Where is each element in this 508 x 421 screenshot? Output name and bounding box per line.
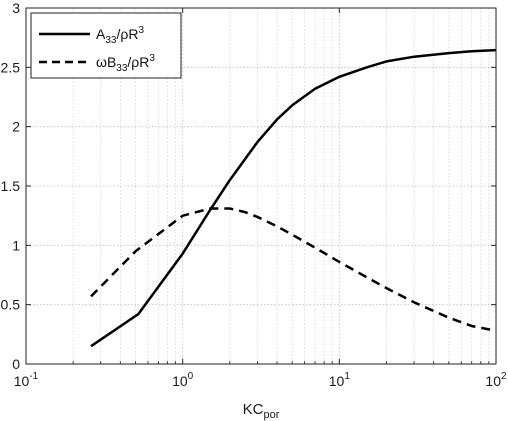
ticks [25, 7, 497, 365]
legend-entry-a33-symbol: A [96, 26, 106, 42]
y-tick-label: 1 [12, 237, 20, 253]
x-tick-label-exponent: -1 [29, 371, 38, 382]
x-tick-label-exponent: 0 [188, 371, 194, 382]
legend-entry-b33-prefix: ω [96, 54, 107, 70]
x-tick-label: 100 [172, 371, 194, 389]
legend-entry-a33: A33/ρR3 [96, 25, 144, 46]
legend-entry-a33-sub: 33 [105, 35, 117, 46]
legend-entry-a33-mid: /ρR [116, 26, 138, 42]
legend: A33/ρR3 ωB33/ρR3 [30, 12, 182, 79]
legend-entry-b33: ωB33/ρR3 [96, 53, 155, 74]
legend-entry-b33-sup: 3 [149, 53, 155, 64]
series-layer [90, 48, 497, 348]
legend-box [30, 12, 182, 79]
series-line-b33 [90, 207, 497, 333]
y-tick-label: 1.5 [1, 178, 21, 194]
x-tick-label: 102 [485, 371, 507, 389]
series-line-a33 [90, 48, 497, 348]
y-tick-label: 0.5 [1, 297, 21, 313]
x-tick-label-base: 10 [172, 373, 188, 389]
y-tick-label: 2 [12, 119, 20, 135]
y-tick-label: 3 [12, 0, 20, 16]
x-tick-label-base: 10 [14, 373, 30, 389]
x-tick-label-base: 10 [329, 373, 345, 389]
legend-entry-b33-symbol: B [107, 54, 116, 70]
y-tick-label: 2.5 [1, 59, 21, 75]
x-axis-label-subscript: por [263, 409, 279, 421]
legend-entry-a33-sup: 3 [138, 25, 144, 36]
legend-entry-b33-sub: 33 [116, 63, 128, 74]
x-tick-label: 10-1 [14, 371, 39, 389]
x-tick-label-exponent: 2 [501, 371, 507, 382]
x-axis-label-base: KC [243, 401, 264, 418]
x-tick-label-base: 10 [485, 373, 501, 389]
legend-entry-b33-mid: /ρR [127, 54, 149, 70]
x-tick-label: 101 [329, 371, 351, 389]
x-axis-label: KCpor [243, 401, 280, 421]
x-tick-label-exponent: 1 [344, 371, 350, 382]
y-tick-label: 0 [12, 356, 20, 372]
